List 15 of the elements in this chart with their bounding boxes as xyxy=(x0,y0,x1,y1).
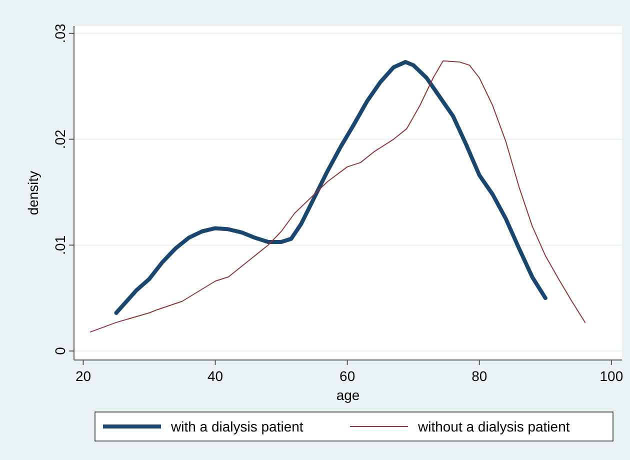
line-series xyxy=(90,60,586,332)
y-tick-label: .03 xyxy=(52,23,68,44)
legend-label: with a dialysis patient xyxy=(170,418,304,434)
line-series xyxy=(114,60,548,315)
y-axis-title: density xyxy=(25,170,41,216)
x-tick-label: 40 xyxy=(208,368,224,384)
legend-label: without a dialysis patient xyxy=(417,418,570,434)
y-tick-label: 0 xyxy=(52,346,68,355)
x-tick-label: 60 xyxy=(340,368,356,384)
x-tick-label: 80 xyxy=(472,368,488,384)
x-tick-label: 100 xyxy=(600,368,624,384)
y-tick-label: .01 xyxy=(52,235,68,255)
x-axis-title: age xyxy=(336,387,360,403)
x-tick-label: 20 xyxy=(75,368,92,384)
y-tick-label: .02 xyxy=(52,129,68,150)
